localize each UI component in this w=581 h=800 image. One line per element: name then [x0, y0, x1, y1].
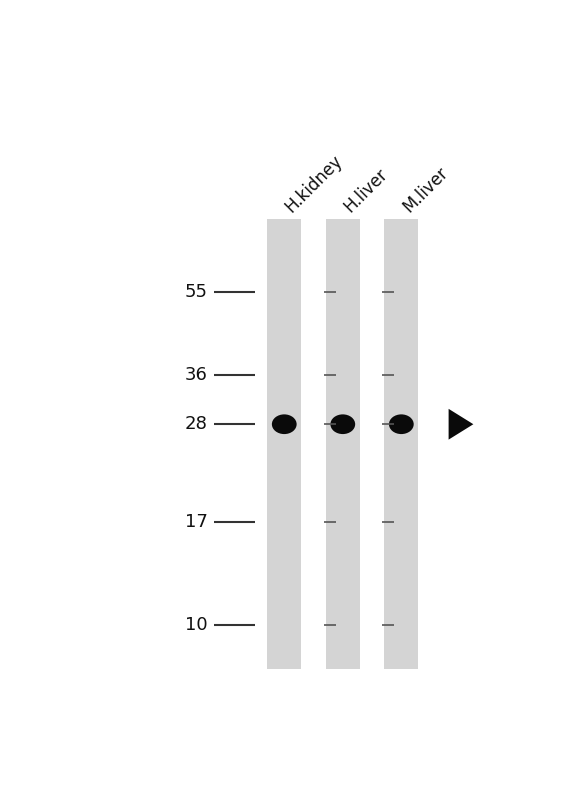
Ellipse shape — [389, 414, 414, 434]
Bar — [267, 219, 301, 669]
Text: H.kidney: H.kidney — [282, 152, 346, 216]
Text: M.liver: M.liver — [399, 164, 451, 216]
Text: 55: 55 — [185, 283, 208, 302]
Text: 17: 17 — [185, 513, 208, 530]
Text: 28: 28 — [185, 415, 208, 434]
Text: 10: 10 — [185, 616, 208, 634]
Text: H.liver: H.liver — [340, 166, 391, 216]
Text: 36: 36 — [185, 366, 208, 384]
Polygon shape — [449, 409, 474, 440]
Ellipse shape — [331, 414, 355, 434]
Bar — [385, 219, 418, 669]
Ellipse shape — [272, 414, 297, 434]
Bar — [326, 219, 360, 669]
